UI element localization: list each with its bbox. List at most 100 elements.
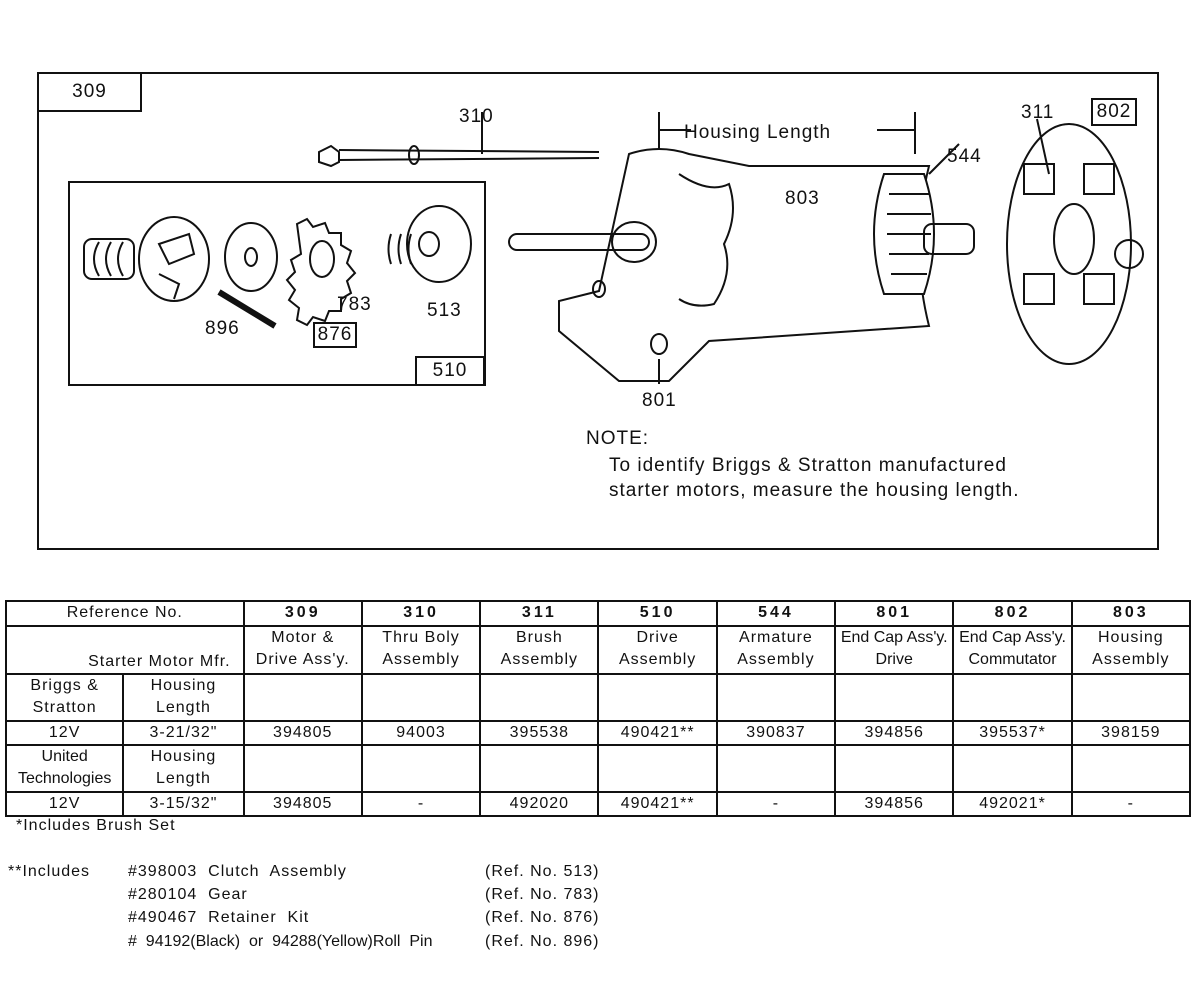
hl-line: Housing [150, 748, 217, 765]
ref-801: 801 [834, 600, 955, 627]
parts-row-briggs: 12V 3-21/32" 394805 94003 395538 490421*… [4, 720, 1192, 746]
thru-bolt-drawing [318, 112, 600, 168]
exploded-parts-diagram: 309 310 Housing Length 311 802 544 803 8… [37, 72, 1159, 550]
desc-line: Motor & [271, 629, 335, 646]
mfr-line: Stratton [32, 699, 97, 716]
description-row: Starter Motor Mfr. Motor & Drive Ass'y. T… [5, 625, 1192, 675]
ref-311: 311 [479, 600, 600, 627]
part-number: 390837 [715, 720, 837, 746]
desc-310: Thru Boly Assembly [360, 625, 482, 675]
parts-reference-table: Reference No. 309 310 311 510 544 801 80… [4, 600, 1192, 817]
drive-assembly-box [68, 181, 486, 386]
desc-line: Housing [1097, 629, 1164, 646]
desc-line: Commutator [968, 651, 1057, 668]
desc-line: Assembly [1092, 651, 1170, 668]
note-line-1: To identify Briggs & Stratton manufactur… [609, 455, 1007, 476]
footnote-item-ref: (Ref. No. 876) [485, 909, 600, 926]
desc-544: Armature Assembly [715, 625, 837, 675]
part-number: 395537* [952, 720, 1073, 746]
desc-line: Drive [636, 629, 679, 646]
mfr-row-briggs: Briggs & Stratton Housing Length [4, 673, 1192, 722]
part-number: 492021* [952, 791, 1073, 817]
desc-803: Housing Assembly [1070, 625, 1192, 675]
desc-line: Assembly [618, 651, 697, 668]
desc-801: End Cap Ass'y. Drive [834, 625, 955, 675]
voltage: 12V [4, 791, 125, 817]
footnote-item-part: #280104 Gear [128, 886, 248, 903]
part-number: 394805 [242, 791, 363, 817]
commutator-end-cap-drawing [1006, 118, 1144, 365]
desc-309: Motor & Drive Ass'y. [242, 625, 363, 675]
desc-311: Brush Assembly [479, 625, 600, 675]
mfr-name: Briggs & Stratton [4, 673, 125, 722]
desc-line: Armature [739, 629, 813, 646]
mfr-line: United [41, 748, 88, 765]
part-number: 490421** [597, 791, 718, 817]
footnote-item-part: #490467 Retainer Kit [128, 909, 310, 926]
housing-length: 3-15/32" [122, 791, 245, 817]
footnote-item-part: # 94192(Black) or 94288(Yellow)Roll Pin [128, 933, 433, 950]
footnote-item-part: #398003 Clutch Assembly [128, 863, 347, 880]
desc-802: End Cap Ass'y. Commutator [952, 625, 1073, 675]
reference-label: Reference No. [5, 600, 245, 627]
ref-802: 802 [952, 600, 1073, 627]
desc-510: Drive Assembly [597, 625, 718, 675]
part-number: - [715, 791, 837, 817]
callout-896: 896 [205, 318, 240, 339]
callout-513: 513 [427, 300, 462, 321]
desc-line: Thru Boly [382, 629, 460, 646]
part-number: 492020 [479, 791, 600, 817]
voltage: 12V [4, 720, 125, 746]
housing-length: 3-21/32" [122, 720, 245, 746]
drive-end-cap-drawing [508, 148, 931, 384]
mfr-row-united: United Technologies Housing Length [4, 744, 1192, 793]
desc-line: End Cap Ass'y. [840, 629, 948, 646]
desc-line: Assembly [382, 651, 460, 668]
desc-line: Assembly [737, 651, 815, 668]
mfr-label: Starter Motor Mfr. [5, 625, 245, 675]
part-number: 395538 [479, 720, 600, 746]
starter-motor-illustration [68, 112, 1144, 386]
note-title: NOTE: [586, 428, 650, 449]
part-number: 398159 [1070, 720, 1192, 746]
hl-line: Length [155, 770, 211, 787]
armature-drawing [873, 143, 975, 295]
callout-309: 309 [37, 72, 142, 112]
ref-544: 544 [715, 600, 837, 627]
ref-803: 803 [1070, 600, 1192, 627]
desc-line: Brush [515, 629, 563, 646]
callout-803: 803 [785, 188, 820, 209]
callout-783: 783 [337, 294, 372, 315]
drive-pinion-drawing [83, 205, 472, 329]
footnote-item-ref: (Ref. No. 783) [485, 886, 600, 903]
part-number: 394856 [834, 791, 955, 817]
callout-310: 310 [459, 106, 494, 127]
part-number: 94003 [360, 720, 482, 746]
mfr-name: United Technologies [4, 744, 125, 793]
callout-510: 510 [415, 356, 485, 386]
ref-309: 309 [242, 600, 363, 627]
callout-544: 544 [947, 146, 982, 167]
ref-510: 510 [597, 600, 718, 627]
parts-row-united: 12V 3-15/32" 394805 - 492020 490421** - … [4, 791, 1192, 817]
housing-length-label: Housing Length [684, 122, 832, 143]
hl-line: Housing [150, 677, 217, 694]
ref-310: 310 [360, 600, 482, 627]
reference-row: Reference No. 309 310 311 510 544 801 80… [5, 600, 1192, 627]
footnote-item-ref: (Ref. No. 513) [485, 863, 600, 880]
desc-line: Drive Ass'y. [255, 651, 350, 668]
part-number: - [360, 791, 482, 817]
part-number: 490421** [597, 720, 718, 746]
footnote-includes-label: **Includes [8, 863, 91, 880]
footnote-brush-set: *Includes Brush Set [16, 817, 176, 834]
housing-length-header: Housing Length [122, 673, 245, 722]
callout-801: 801 [642, 390, 677, 411]
desc-line: Assembly [500, 651, 579, 668]
note-line-2: starter motors, measure the housing leng… [609, 480, 1020, 501]
housing-length-dimension [658, 112, 916, 154]
mfr-line: Technologies [17, 770, 112, 787]
housing-length-header: Housing Length [122, 744, 245, 793]
hl-line: Length [155, 699, 211, 716]
part-number: 394856 [834, 720, 955, 746]
desc-line: End Cap Ass'y. [959, 629, 1066, 646]
